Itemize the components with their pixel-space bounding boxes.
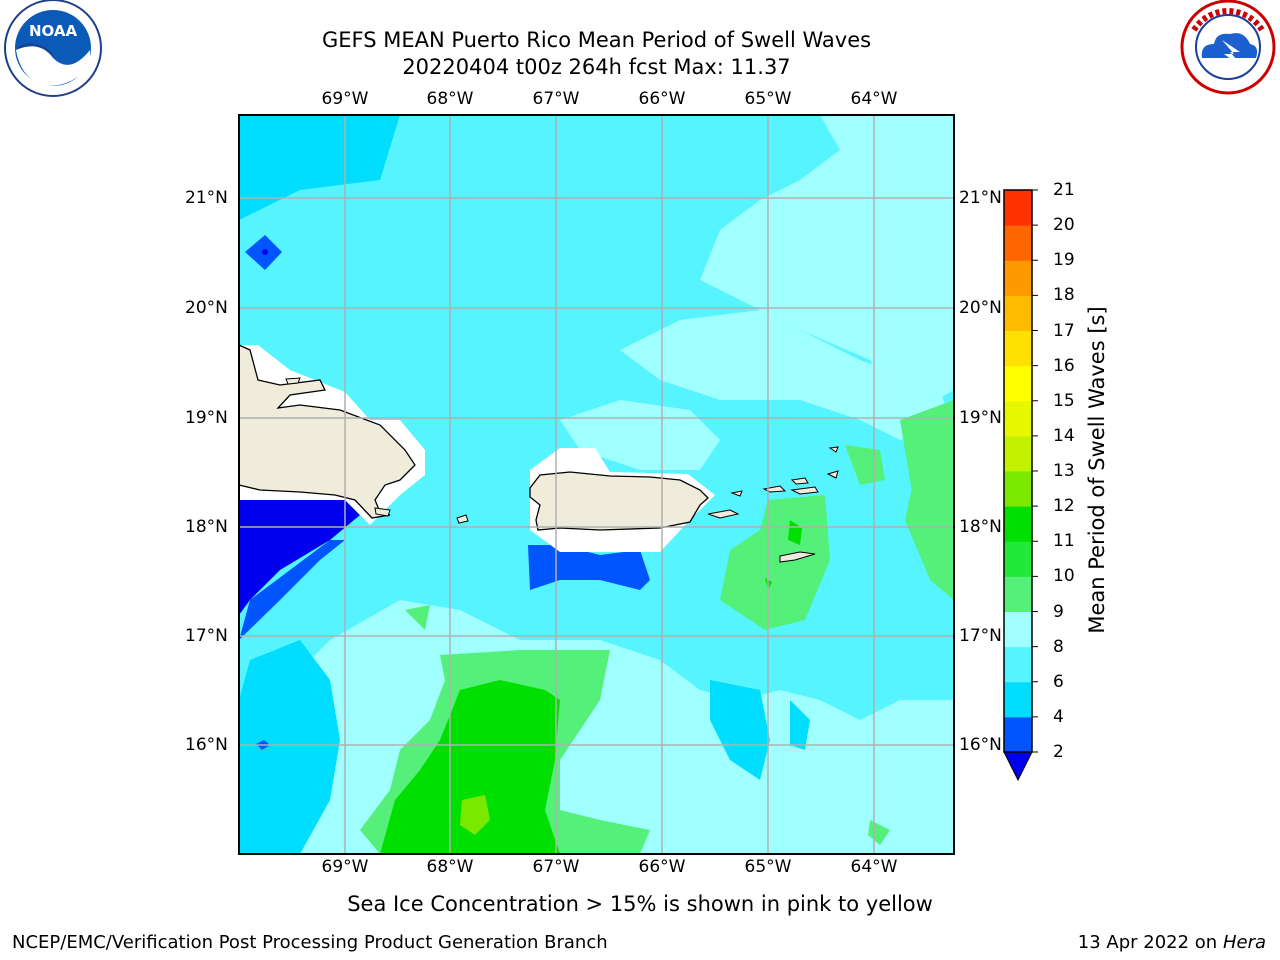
colorbar-tick-label: 18 (1053, 285, 1075, 306)
colorbar-extend-arrow (1003, 751, 1033, 782)
map-frame (238, 114, 955, 855)
footer-machine: Hera (1222, 932, 1266, 953)
lat-label-left: 20°N (185, 298, 228, 318)
lon-label-top: 64°W (850, 89, 898, 109)
colorbar-tick-label: 9 (1053, 601, 1064, 622)
lat-label-left: 16°N (185, 735, 228, 755)
colorbar-tick-label: 19 (1053, 250, 1075, 271)
colorbar-tick-label: 20 (1053, 215, 1075, 236)
chart-subtitle: 20220404 t00z 264h fcst Max: 11.37 (402, 55, 791, 79)
lat-label-left: 19°N (185, 408, 228, 428)
lon-label-top: 66°W (638, 89, 686, 109)
colorbar-tick-label: 21 (1053, 180, 1075, 200)
footer-credit: NCEP/EMC/Verification Post Processing Pr… (12, 932, 608, 953)
chart-title: GEFS MEAN Puerto Rico Mean Period of Swe… (321, 28, 872, 52)
lat-label-right: 18°N (959, 517, 1002, 537)
lon-label-bottom: 65°W (744, 857, 792, 877)
lon-label-bottom: 69°W (321, 857, 369, 877)
colorbar-tick-label: 2 (1053, 742, 1064, 762)
colorbar-tick-label: 14 (1053, 425, 1075, 446)
colorbar-swatch (1004, 190, 1032, 226)
colorbar-tick-label: 12 (1053, 496, 1075, 517)
lon-label-bottom: 66°W (638, 857, 686, 877)
colorbar-swatch (1004, 681, 1032, 718)
footer-date-text: 13 Apr 2022 on (1077, 932, 1218, 953)
lat-label-right: 16°N (959, 735, 1002, 755)
map-gridlines (239, 115, 954, 854)
lat-label-left: 17°N (185, 626, 228, 646)
lat-label-left: 18°N (185, 517, 228, 537)
lat-label-right: 21°N (959, 188, 1002, 208)
lon-label-bottom: 67°W (532, 857, 580, 877)
colorbar-tick-label: 16 (1053, 355, 1075, 376)
colorbar-tick-label: 15 (1053, 390, 1075, 411)
colorbar-tick-label: 8 (1053, 636, 1064, 657)
colorbar-tick-label: 4 (1053, 706, 1064, 727)
colorbar-swatch (1004, 260, 1032, 296)
colorbar-swatch (1004, 576, 1032, 612)
colorbar (1003, 189, 1038, 782)
colorbar-swatch (1004, 716, 1032, 753)
colorbar-tick-label: 10 (1053, 566, 1075, 587)
sea-ice-note: Sea Ice Concentration > 15% is shown in … (347, 892, 933, 916)
colorbar-swatch (1004, 611, 1032, 648)
colorbar-swatch (1004, 646, 1032, 683)
colorbar-swatch (1004, 435, 1032, 472)
svg-text:NOAA: NOAA (29, 22, 78, 40)
colorbar-swatch (1004, 506, 1032, 542)
colorbar-title: Mean Period of Swell Waves [s] (1085, 306, 1109, 634)
map-plot-area (239, 115, 954, 854)
colorbar-tick-label: 13 (1053, 461, 1075, 481)
lat-label-right: 19°N (959, 408, 1002, 428)
nws-logo (1180, 0, 1276, 95)
lon-label-bottom: 64°W (850, 857, 898, 877)
lat-label-left: 21°N (185, 188, 228, 208)
colorbar-swatch (1004, 400, 1032, 437)
lon-label-top: 68°W (426, 89, 474, 109)
footer-date: 13 Apr 2022 on Hera (1078, 932, 1266, 953)
colorbar-swatch (1004, 295, 1032, 331)
colorbar-swatch (1004, 365, 1032, 402)
colorbar-tick-label: 11 (1053, 531, 1075, 552)
colorbar-swatch (1004, 471, 1032, 507)
lon-label-bottom: 68°W (426, 857, 474, 877)
colorbar-swatch (1004, 225, 1032, 261)
lon-label-top: 69°W (321, 89, 369, 109)
noaa-logo: NOAA (4, 0, 102, 97)
colorbar-tick-label: 6 (1053, 671, 1064, 692)
lon-label-top: 65°W (744, 89, 792, 109)
colorbar-swatch (1004, 330, 1032, 367)
colorbar-tick-label: 17 (1053, 320, 1075, 341)
lat-label-right: 17°N (959, 626, 1002, 646)
colorbar-swatch (1004, 541, 1032, 577)
lat-label-right: 20°N (959, 298, 1002, 318)
lon-label-top: 67°W (532, 89, 580, 109)
